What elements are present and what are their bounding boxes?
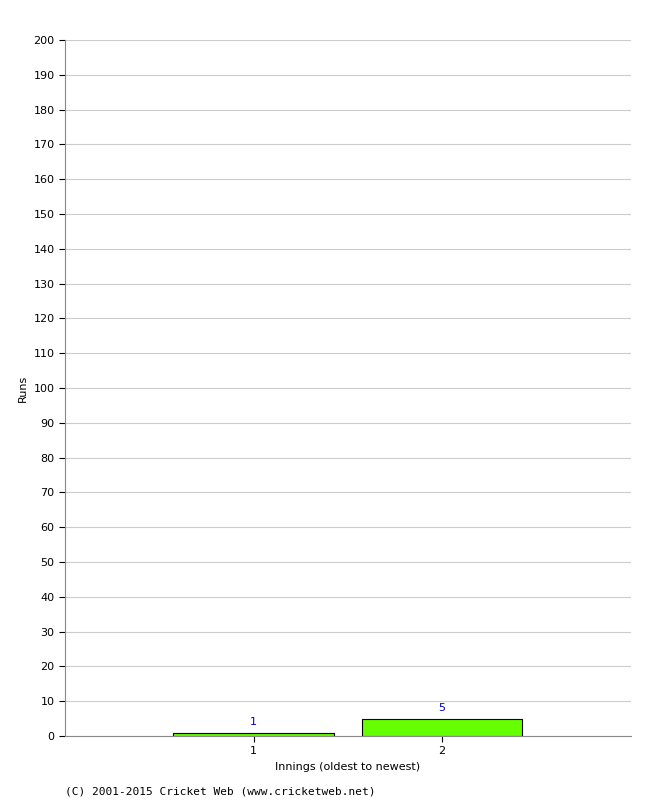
Text: 1: 1	[250, 718, 257, 727]
Bar	[174, 733, 333, 736]
Bar	[362, 718, 522, 736]
Text: (C) 2001-2015 Cricket Web (www.cricketweb.net): (C) 2001-2015 Cricket Web (www.cricketwe…	[65, 786, 376, 796]
Text: 5: 5	[439, 703, 445, 714]
Y-axis label: Runs: Runs	[18, 374, 28, 402]
X-axis label: Innings (oldest to newest): Innings (oldest to newest)	[275, 762, 421, 772]
